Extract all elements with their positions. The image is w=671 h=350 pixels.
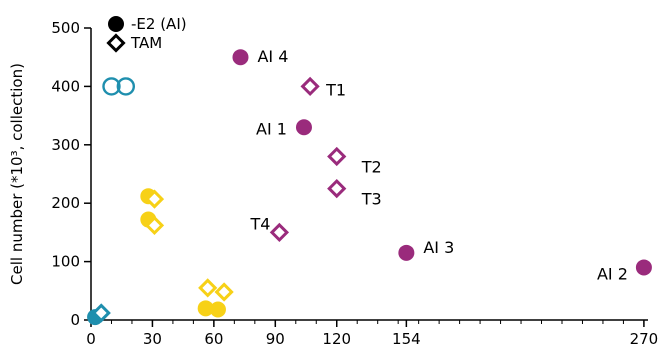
point-labels: AI 4 AI 1 AI 3 AI 2 T1 T2 T3 T4 (249, 47, 627, 283)
y-ticks: 0 100 200 300 400 500 (51, 19, 91, 329)
point-label: T2 (361, 157, 382, 176)
point-label: T4 (249, 214, 270, 233)
data-point (398, 244, 415, 261)
data-point (327, 178, 347, 199)
x-tick-label: 60 (204, 330, 223, 348)
y-tick-label: 300 (51, 136, 80, 154)
data-point (635, 259, 652, 276)
data-point (269, 222, 290, 243)
data-point (102, 77, 121, 96)
y-axis-label: Cell number (*10³, collection) (8, 63, 26, 285)
data-point (300, 76, 320, 97)
axes: 0 30 60 90 120 154 270 0 100 200 300 400 500 (51, 19, 658, 348)
y-tick-label: 400 (51, 77, 80, 95)
data-point (144, 189, 165, 209)
x-tick-label: 120 (322, 330, 351, 348)
legend-marker-diamond (106, 33, 126, 53)
data-point (91, 303, 111, 323)
legend-label: -E2 (AI) (131, 15, 187, 33)
point-label: AI 2 (597, 264, 628, 283)
data-point (232, 49, 249, 66)
legend: -E2 (AI)TAM (106, 15, 187, 53)
x-tick-label: 90 (266, 330, 285, 348)
x-tick-label: 30 (143, 330, 162, 348)
data-point (116, 77, 136, 96)
data-point (295, 119, 312, 136)
legend-marker-circle (108, 16, 124, 32)
y-tick-label: 100 (51, 253, 80, 271)
y-tick-label: 500 (51, 19, 80, 37)
data-point (214, 282, 234, 302)
data-points (87, 49, 652, 326)
y-tick-label: 0 (70, 311, 80, 329)
point-label: AI 3 (423, 238, 454, 257)
data-point (198, 278, 218, 298)
x-ticks: 0 30 60 90 120 154 270 (86, 320, 658, 348)
data-point (209, 301, 226, 318)
x-tick-label: 154 (392, 330, 421, 348)
point-label: T3 (361, 190, 382, 209)
point-label: AI 4 (257, 47, 288, 66)
data-point (144, 215, 165, 236)
x-tick-label: 0 (86, 330, 96, 348)
data-point (327, 146, 347, 167)
legend-label: TAM (130, 34, 162, 52)
x-tick-label: 270 (630, 330, 659, 348)
y-tick-label: 200 (51, 194, 80, 212)
point-label: T1 (325, 80, 346, 99)
point-label: AI 1 (256, 119, 287, 138)
data-point (197, 300, 214, 317)
